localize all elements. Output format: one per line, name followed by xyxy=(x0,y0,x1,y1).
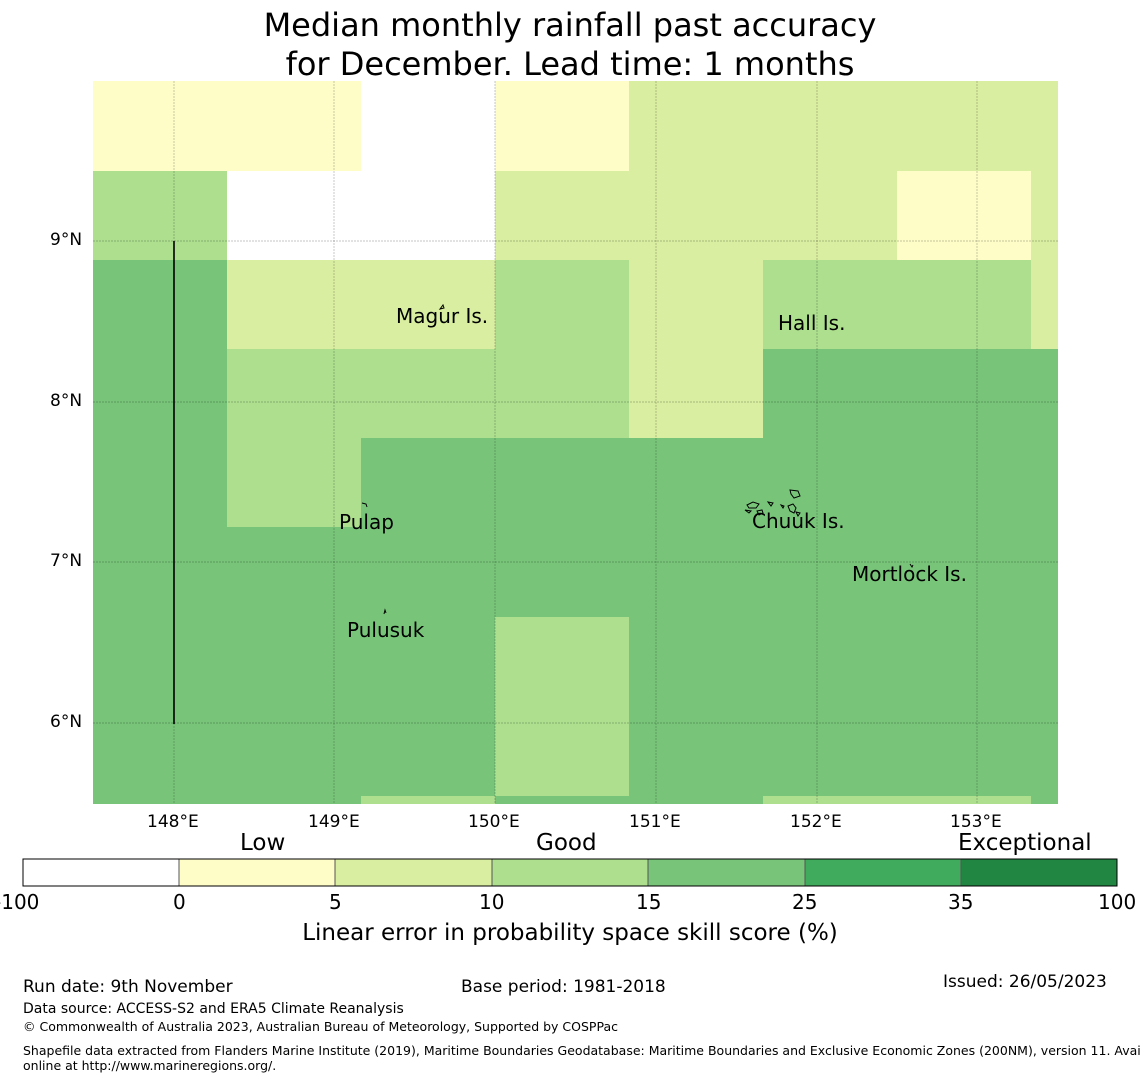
grid-cell xyxy=(227,349,629,438)
grid-cell xyxy=(629,260,763,349)
colorbar-tick-label: 100 xyxy=(1098,890,1137,914)
lat-label: 6°N xyxy=(50,712,83,732)
category-label-low: Low xyxy=(240,830,286,856)
lon-label: 152°E xyxy=(790,812,842,832)
place-label-mortlock: Mortlock Is. xyxy=(852,562,967,586)
grid-cell xyxy=(897,171,1031,260)
place-label-chuuk: Chuuk Is. xyxy=(752,509,845,533)
run-date: Run date: 9th November xyxy=(23,977,233,997)
grid-cell xyxy=(763,796,1031,804)
chuuk-island-outline xyxy=(756,509,764,516)
grid-cell xyxy=(93,438,227,527)
colorbar-swatch xyxy=(334,858,493,887)
data-source: Data source: ACCESS-S2 and ERA5 Climate … xyxy=(23,1001,404,1017)
colorbar-swatch xyxy=(22,858,180,887)
grid-cell xyxy=(361,796,495,804)
map-title-line-2: for December. Lead time: 1 months xyxy=(285,45,855,83)
magur-island-outline xyxy=(438,303,445,310)
colorbar-tick-label: 25 xyxy=(792,890,818,914)
mortlock-island-outline xyxy=(909,563,914,568)
grid-cell xyxy=(227,171,495,260)
shapefile-credit-line-1: Shapefile data extracted from Flanders M… xyxy=(23,1043,1140,1058)
place-label-pulusuk: Pulusuk xyxy=(347,618,425,642)
island-outlines xyxy=(361,303,914,615)
colorbar-axis-label: Linear error in probability space skill … xyxy=(302,920,838,946)
category-label-good: Good xyxy=(536,830,597,856)
chuuk-island-outline xyxy=(787,503,797,514)
colorbar-swatch xyxy=(804,858,962,887)
grid-cell xyxy=(227,438,361,527)
grid-cell xyxy=(1031,260,1058,349)
grid-cell xyxy=(629,617,1058,796)
colorbar-tick-label: -100 xyxy=(0,890,40,914)
colorbar-outline xyxy=(22,858,1118,887)
skill-grid xyxy=(93,81,1058,804)
grid-cell xyxy=(93,527,1058,617)
lat-label: 8°N xyxy=(50,391,83,411)
map-title-line-1: Median monthly rainfall past accuracy xyxy=(263,6,877,44)
grid-cell xyxy=(763,260,1031,349)
chuuk-island-outline xyxy=(789,489,801,499)
colorbar-tick-label: 5 xyxy=(329,890,342,914)
grid-cell xyxy=(1031,171,1058,260)
base-period: Base period: 1981-2018 xyxy=(461,977,666,997)
grid-cell xyxy=(1031,796,1058,804)
chuuk-island-outline xyxy=(746,501,760,509)
grid-cell xyxy=(93,81,361,171)
grid-cell xyxy=(93,171,227,260)
copyright-notice: © Commonwealth of Australia 2023, Austra… xyxy=(23,1019,618,1034)
grid-cell xyxy=(93,617,495,796)
shapefile-credit-line-2: online at http://www.marineregions.org/. xyxy=(23,1058,277,1073)
grid-cell xyxy=(227,260,495,349)
lon-label: 151°E xyxy=(629,812,681,832)
pulusuk-island-outline xyxy=(383,608,387,615)
colorbar-swatch xyxy=(647,858,806,887)
grid-cell xyxy=(93,349,227,438)
issued-date: Issued: 26/05/2023 xyxy=(943,972,1107,992)
chuuk-island-outline xyxy=(744,509,753,514)
colorbar-swatch xyxy=(491,858,649,887)
lon-label: 149°E xyxy=(308,812,360,832)
place-label-magur: Magur Is. xyxy=(396,304,489,328)
lon-label: 150°E xyxy=(468,812,520,832)
grid-cell xyxy=(629,349,763,438)
lat-label: 9°N xyxy=(50,230,83,250)
place-label-hall: Hall Is. xyxy=(778,311,846,335)
colorbar-tick-label: 15 xyxy=(636,890,662,914)
colorbar-tick-label: 35 xyxy=(948,890,974,914)
lon-label: 148°E xyxy=(147,812,199,832)
grid-cell xyxy=(495,81,629,171)
colorbar-swatch xyxy=(960,858,1118,887)
grid-cell xyxy=(495,171,897,260)
chuuk-island-outline xyxy=(766,501,774,507)
chuuk-island-outline xyxy=(795,511,801,517)
grid-cell xyxy=(495,617,629,796)
grid-cell xyxy=(93,260,227,349)
lat-label: 7°N xyxy=(50,551,83,571)
grid-cell xyxy=(629,81,1058,171)
pulap-island-outline xyxy=(361,502,368,508)
grid-cell xyxy=(361,438,1058,527)
grid-cell xyxy=(495,260,629,349)
lon-label: 153°E xyxy=(950,812,1002,832)
place-label-pulap: Pulap xyxy=(339,510,394,534)
grid-cell xyxy=(495,796,763,804)
grid-cell xyxy=(763,349,1058,438)
category-label-exceptional: Exceptional xyxy=(958,830,1092,856)
grid-cell xyxy=(361,81,495,171)
colorbar-swatch xyxy=(178,858,336,887)
colorbar xyxy=(22,858,1118,887)
chuuk-island-outline xyxy=(779,504,785,509)
grid-cell xyxy=(93,796,361,804)
colorbar-tick-label: 0 xyxy=(173,890,186,914)
colorbar-tick-label: 10 xyxy=(479,890,505,914)
